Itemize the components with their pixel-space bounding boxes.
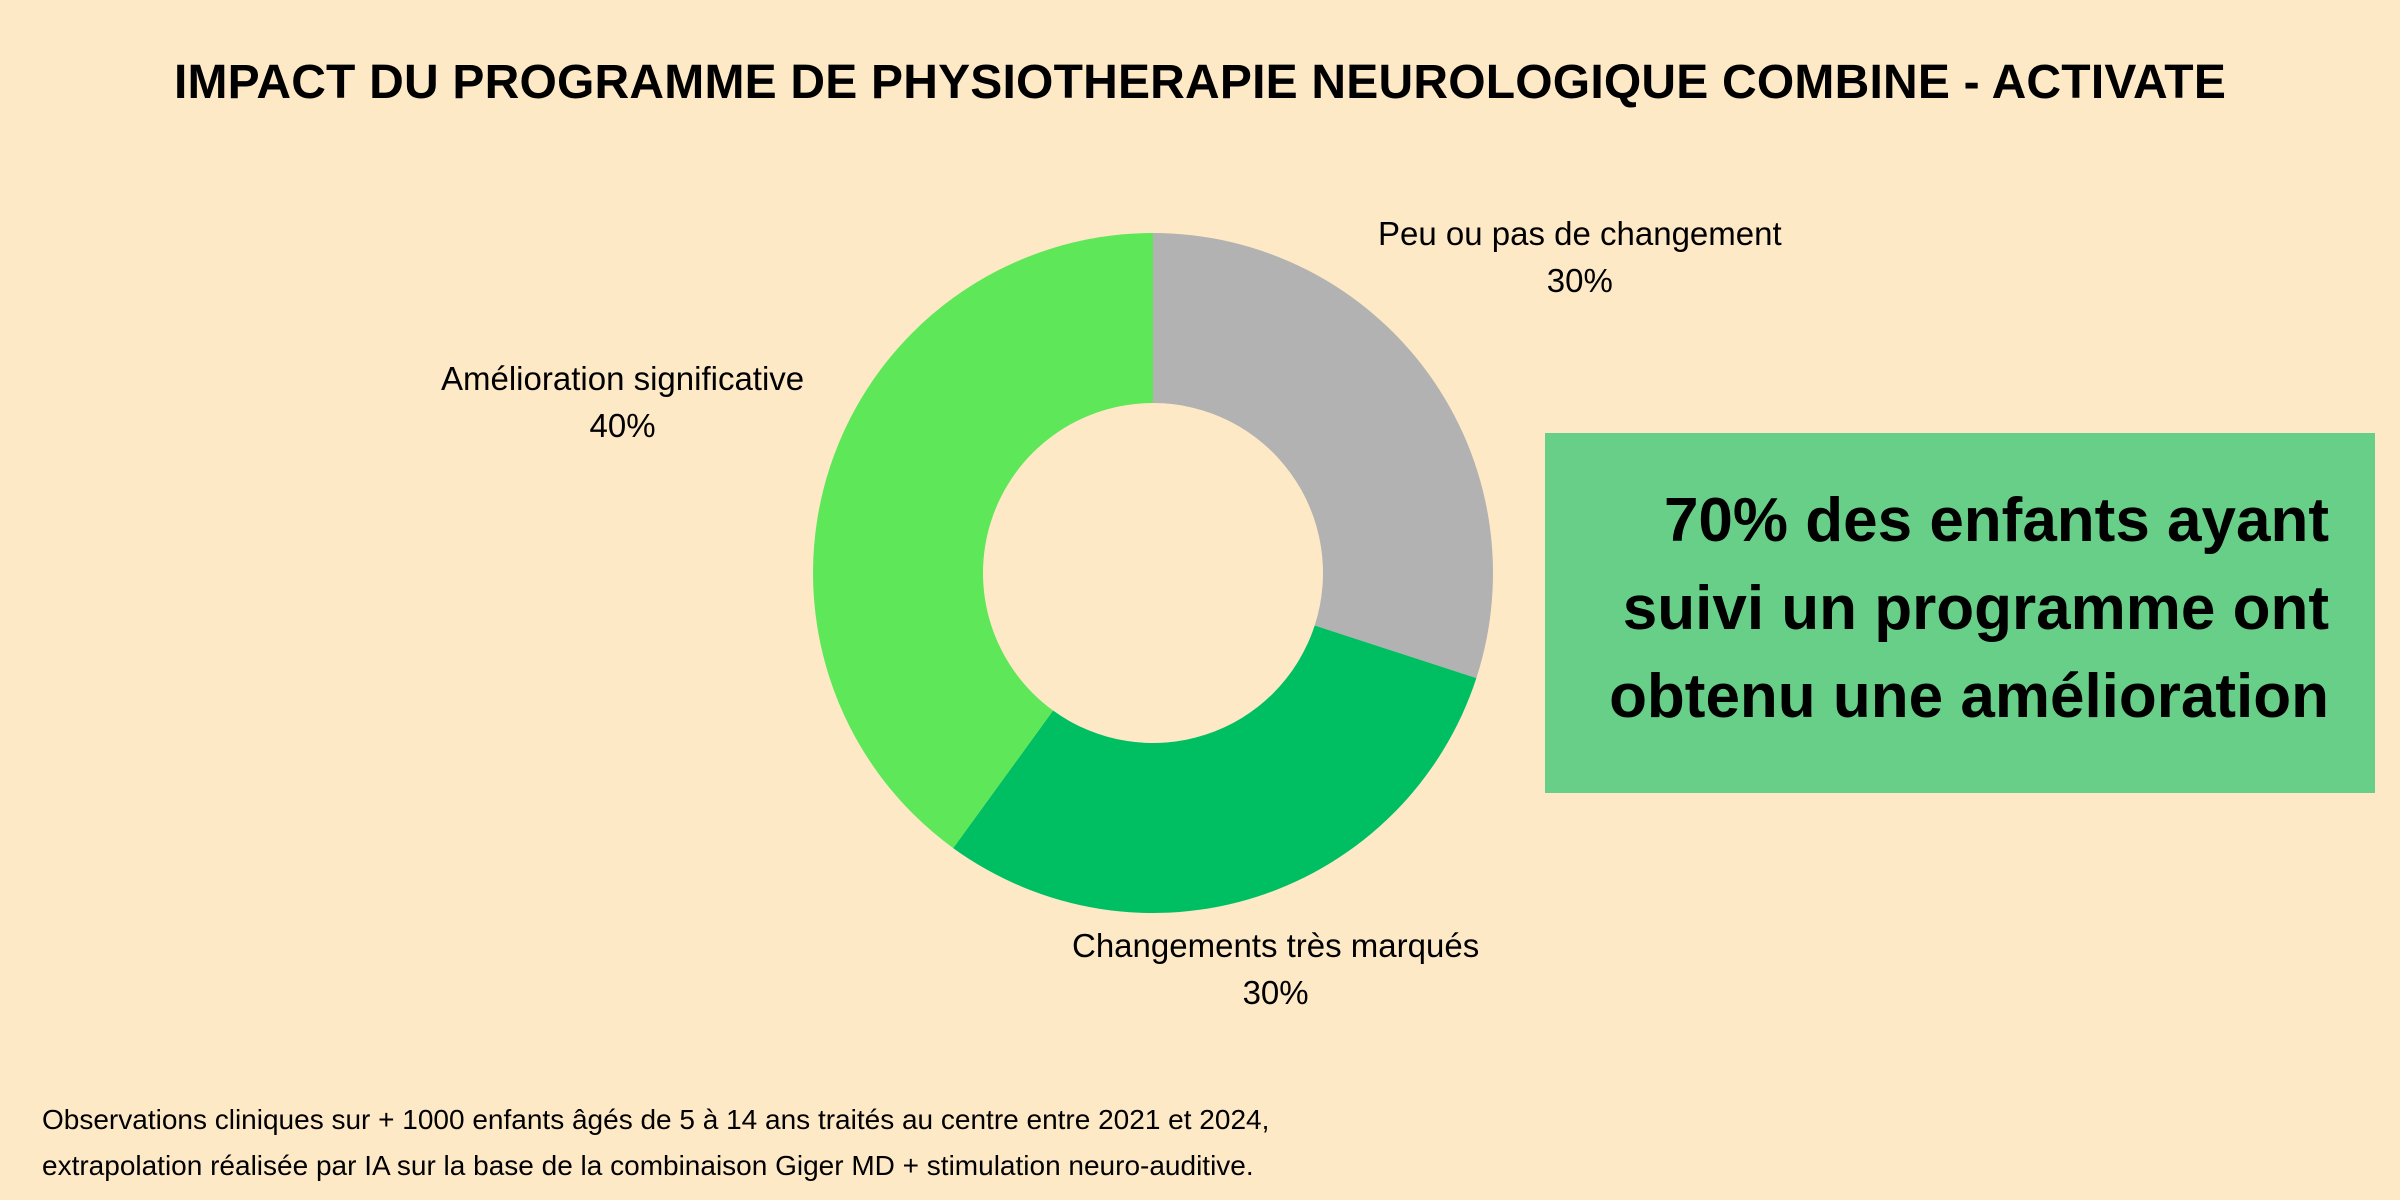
callout-line-2: suivi un programme ont xyxy=(1622,574,2329,643)
chart-title: IMPACT DU PROGRAMME DE PHYSIOTHERAPIE NE… xyxy=(173,56,2227,109)
donut-slice-2 xyxy=(813,233,1153,849)
callout-line-1: 70% des enfants ayant xyxy=(1663,486,2329,555)
slice-label-changements: Changements très marqués 30% xyxy=(1072,922,1479,1016)
footnote: Observations cliniques sur + 1000 enfant… xyxy=(42,1097,1269,1189)
slice-label-amelioration-value: 40% xyxy=(589,407,656,444)
slice-label-peu-ou-pas-value: 30% xyxy=(1546,262,1613,299)
callout-line-3: obtenu une amélioration xyxy=(1609,662,2329,731)
slice-label-amelioration-name: Amélioration significative xyxy=(441,360,805,397)
callout-box: 70% des enfants ayant suivi un programme… xyxy=(1545,433,2375,793)
footnote-line-2: extrapolation réalisée par IA sur la bas… xyxy=(42,1150,1254,1181)
slice-label-peu-ou-pas-name: Peu ou pas de changement xyxy=(1378,215,1782,252)
footnote-line-1: Observations cliniques sur + 1000 enfant… xyxy=(42,1104,1270,1135)
slice-label-peu-ou-pas: Peu ou pas de changement 30% xyxy=(1378,210,1782,304)
donut-slice-0 xyxy=(1153,233,1493,679)
slice-label-amelioration: Amélioration significative 40% xyxy=(441,355,804,449)
slice-label-changements-name: Changements très marqués xyxy=(1072,927,1480,964)
slice-label-changements-value: 30% xyxy=(1242,974,1309,1011)
donut-slice-1 xyxy=(953,625,1477,913)
